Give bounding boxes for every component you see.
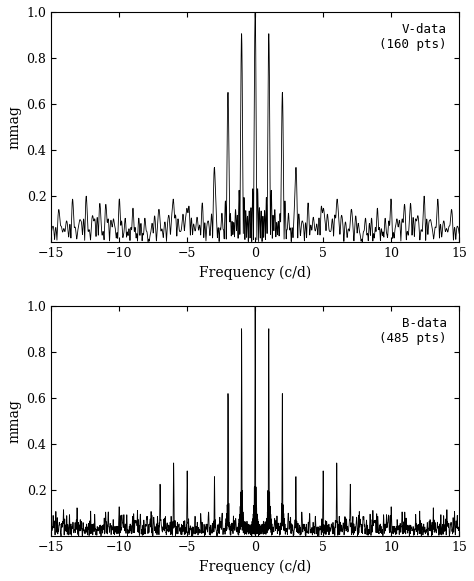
Y-axis label: mmag: mmag	[7, 399, 21, 443]
X-axis label: Frequency (c/d): Frequency (c/d)	[199, 560, 311, 574]
Text: V-data
(160 pts): V-data (160 pts)	[379, 23, 447, 52]
Text: B-data
(485 pts): B-data (485 pts)	[379, 317, 447, 346]
Y-axis label: mmag: mmag	[7, 105, 21, 149]
X-axis label: Frequency (c/d): Frequency (c/d)	[199, 266, 311, 280]
